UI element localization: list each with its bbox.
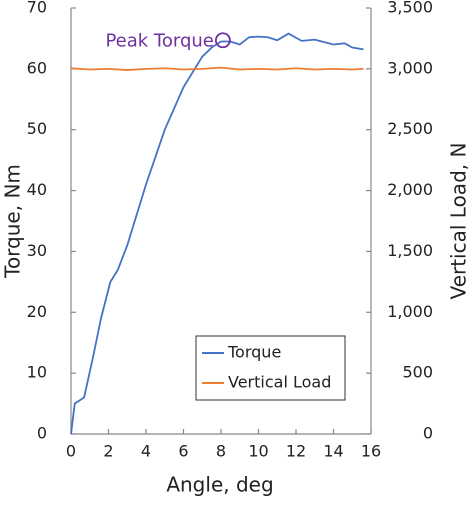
y-tick-label: 10 (27, 363, 47, 382)
y2-tick-label: 2,500 (387, 119, 433, 138)
x-tick-label: 0 (66, 442, 76, 461)
y-tick-label: 40 (27, 180, 47, 199)
annotation-text: Peak Torque (105, 30, 213, 51)
series-line (70, 32, 364, 435)
y-tick-label: 60 (27, 58, 47, 77)
y2-tick-label: 2,000 (387, 180, 433, 199)
y-tick-label: 30 (27, 241, 47, 260)
y2-tick-label: 500 (402, 363, 433, 382)
x-tick-label: 2 (103, 442, 113, 461)
legend-label: Vertical Load (228, 373, 331, 392)
x-axis-label: Angle, deg (166, 473, 273, 497)
y2-tick-label: 3,000 (387, 58, 433, 77)
y2-tick-label: 1,500 (387, 241, 433, 260)
y2-tick-label: 3,500 (387, 0, 433, 17)
y2-axis-label: Vertical Load, N (447, 143, 471, 300)
x-tick-label: 10 (248, 442, 268, 461)
y-tick-label: 0 (37, 424, 47, 443)
y-axis-label: Torque, Nm (1, 164, 25, 279)
annotation-marker (214, 32, 231, 49)
x-tick-label: 8 (216, 442, 226, 461)
y-tick-label: 70 (27, 0, 47, 17)
y2-tick-label: 0 (423, 424, 433, 443)
y2-tick-label: 1,000 (387, 302, 433, 321)
x-tick-label: 4 (141, 442, 151, 461)
series-line (70, 66, 364, 71)
x-tick-label: 14 (323, 442, 343, 461)
y-tick-label: 20 (27, 302, 47, 321)
x-tick-label: 16 (361, 442, 381, 461)
legend-box (195, 335, 346, 401)
y-tick-label: 50 (27, 119, 47, 138)
x-tick-label: 12 (286, 442, 306, 461)
legend-label: Torque (227, 343, 281, 362)
x-tick-label: 6 (178, 442, 188, 461)
